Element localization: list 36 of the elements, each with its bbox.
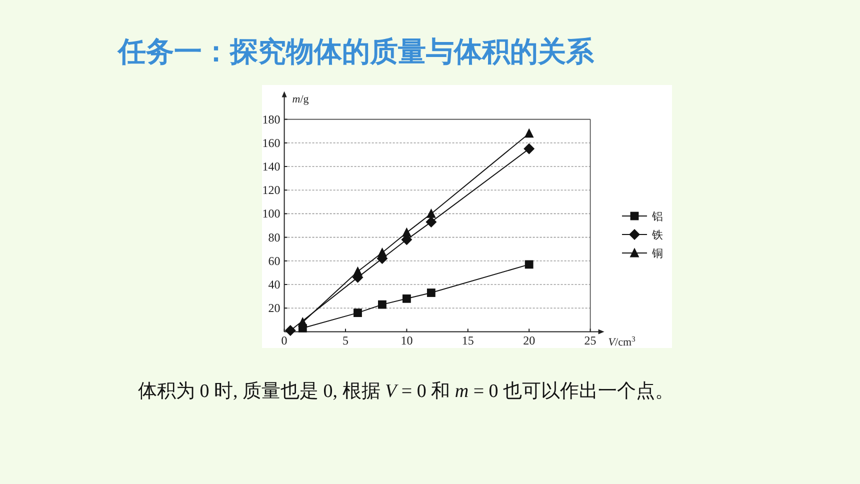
point bbox=[524, 128, 534, 138]
y-tick-label: 60 bbox=[268, 254, 280, 268]
y-tick-label: 40 bbox=[268, 278, 280, 292]
x-tick-label: 0 bbox=[281, 334, 288, 348]
x-tick-label: 5 bbox=[342, 334, 348, 348]
x-tick-label: 20 bbox=[523, 334, 536, 348]
y-axis-title: m/g bbox=[292, 93, 310, 106]
point bbox=[426, 208, 436, 218]
y-tick-label: 20 bbox=[268, 301, 280, 316]
x-axis-title: V/cm$^{3}$ bbox=[608, 334, 636, 349]
point bbox=[284, 325, 296, 336]
y-tick-label: 120 bbox=[262, 183, 280, 198]
text: 体积为 0 时, 质量也是 0, 根据 V = 0 和 m = 0 也可以作出一个点。 bbox=[138, 381, 674, 402]
point bbox=[353, 266, 362, 276]
y-tick-label: 140 bbox=[262, 160, 280, 174]
legend-label: 铜 bbox=[651, 247, 663, 260]
point bbox=[524, 260, 534, 269]
point bbox=[378, 247, 387, 257]
point bbox=[426, 216, 437, 228]
point bbox=[426, 288, 436, 297]
chart-title: 任务一：探究物体的质量与体积的关系 bbox=[117, 35, 595, 68]
y-tick-label: 100 bbox=[262, 206, 280, 221]
x-tick-label: 15 bbox=[462, 334, 474, 348]
x-tick-label: 25 bbox=[584, 334, 596, 348]
point bbox=[298, 317, 308, 326]
y-tick-label: 160 bbox=[262, 136, 280, 150]
point bbox=[402, 227, 412, 237]
point bbox=[378, 300, 386, 309]
legend-label: 铝 bbox=[651, 210, 663, 223]
x-tick-label: 10 bbox=[400, 334, 413, 348]
y-tick-label: 80 bbox=[268, 230, 280, 244]
point bbox=[524, 143, 535, 154]
point bbox=[402, 294, 411, 303]
point bbox=[354, 308, 362, 318]
y-tick-label: 180 bbox=[262, 112, 280, 126]
legend-label: 铁 bbox=[651, 228, 663, 242]
